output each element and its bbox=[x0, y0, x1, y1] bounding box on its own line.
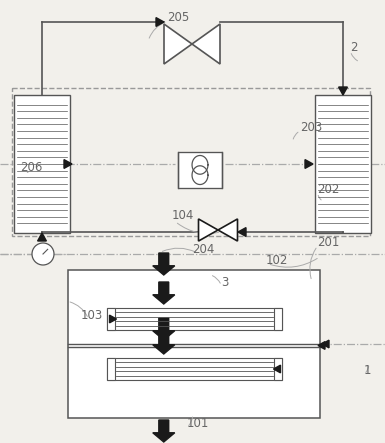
Polygon shape bbox=[338, 87, 347, 95]
Polygon shape bbox=[273, 365, 281, 373]
Polygon shape bbox=[156, 18, 164, 27]
Polygon shape bbox=[318, 342, 325, 350]
Bar bbox=[315, 95, 371, 233]
Bar bbox=[12, 88, 370, 236]
Bar bbox=[107, 358, 281, 380]
Polygon shape bbox=[192, 24, 220, 64]
Bar bbox=[107, 308, 114, 330]
Text: 201: 201 bbox=[318, 236, 340, 249]
Polygon shape bbox=[38, 233, 47, 241]
Bar bbox=[68, 270, 320, 418]
Polygon shape bbox=[322, 340, 329, 348]
Polygon shape bbox=[305, 159, 313, 168]
Text: 202: 202 bbox=[318, 183, 340, 196]
Polygon shape bbox=[153, 332, 175, 354]
Text: 204: 204 bbox=[192, 243, 215, 256]
Bar bbox=[107, 358, 114, 380]
Polygon shape bbox=[238, 228, 246, 237]
Text: 104: 104 bbox=[171, 209, 194, 222]
Bar bbox=[107, 308, 281, 330]
Polygon shape bbox=[153, 282, 175, 304]
Bar bbox=[273, 308, 281, 330]
Text: 1: 1 bbox=[364, 364, 371, 377]
Text: 101: 101 bbox=[187, 417, 209, 431]
Text: 205: 205 bbox=[167, 11, 190, 24]
Polygon shape bbox=[218, 219, 238, 241]
Circle shape bbox=[32, 243, 54, 265]
Bar bbox=[14, 95, 70, 233]
Polygon shape bbox=[199, 219, 218, 241]
Bar bbox=[178, 152, 222, 188]
Text: 102: 102 bbox=[266, 253, 288, 267]
Text: 203: 203 bbox=[300, 120, 323, 134]
Text: 3: 3 bbox=[221, 276, 229, 289]
Polygon shape bbox=[109, 315, 117, 323]
Polygon shape bbox=[153, 420, 175, 442]
Text: 103: 103 bbox=[81, 309, 103, 322]
Polygon shape bbox=[164, 24, 192, 64]
Polygon shape bbox=[64, 159, 72, 168]
Polygon shape bbox=[153, 253, 175, 275]
Bar bbox=[273, 358, 281, 380]
Polygon shape bbox=[153, 318, 175, 340]
Text: 206: 206 bbox=[20, 160, 42, 174]
Text: 2: 2 bbox=[350, 41, 358, 54]
